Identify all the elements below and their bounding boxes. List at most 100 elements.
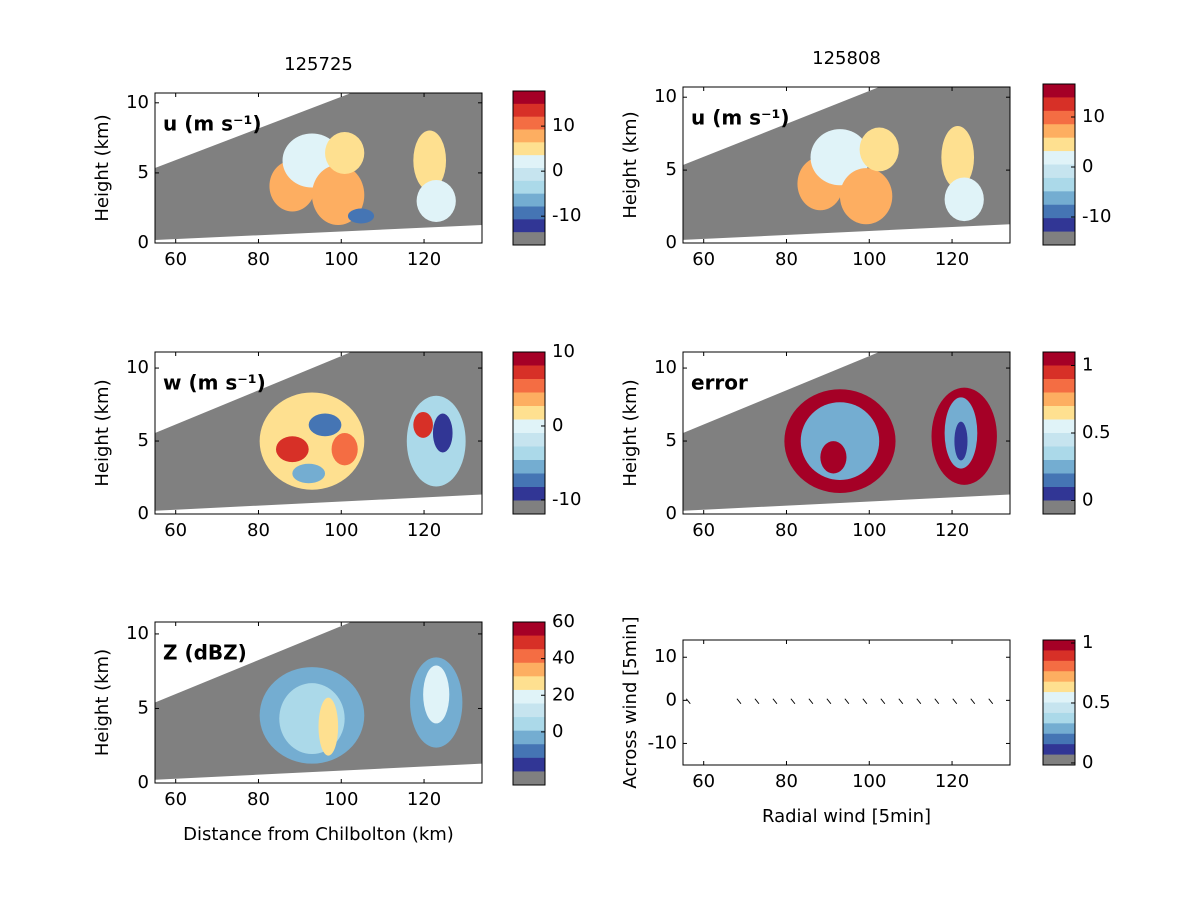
colorbar-band bbox=[513, 689, 545, 704]
colorbar-band bbox=[1043, 406, 1075, 420]
colorbar-band bbox=[1043, 671, 1075, 683]
colorbar-band bbox=[1043, 744, 1075, 756]
echo bbox=[820, 441, 847, 474]
y-tick-label: -10 bbox=[648, 732, 677, 753]
y-tick-label: 10 bbox=[654, 357, 677, 378]
wind-arrow bbox=[898, 698, 904, 705]
y-tick-label: 5 bbox=[666, 159, 677, 180]
wind-arrow bbox=[754, 698, 760, 705]
colorbar-tick-label: 10 bbox=[552, 115, 575, 136]
colorbar-band bbox=[513, 771, 545, 786]
echo bbox=[311, 165, 365, 225]
colorbar-band bbox=[1043, 151, 1075, 165]
colorbar-band bbox=[513, 622, 545, 637]
colorbar-tick-label: 0.5 bbox=[1082, 692, 1111, 713]
x-tick-label: 120 bbox=[407, 520, 441, 541]
colorbar-frame bbox=[512, 90, 546, 246]
x-axis-label: Distance from Chilbolton (km) bbox=[183, 824, 454, 845]
colorbar-band bbox=[513, 419, 545, 434]
colorbar-band bbox=[1043, 723, 1075, 735]
colorbar-band bbox=[513, 193, 545, 207]
colorbar-tick-label: 0 bbox=[552, 160, 563, 181]
colorbar-band bbox=[1043, 84, 1075, 98]
x-tick-label: 120 bbox=[935, 520, 969, 541]
field-label: u (m s⁻¹) bbox=[163, 112, 262, 136]
colorbar-band bbox=[513, 232, 545, 246]
colorbar-band bbox=[513, 717, 545, 732]
x-axis-label: Radial wind [5min] bbox=[762, 806, 931, 827]
wind-arrow bbox=[844, 698, 850, 705]
colorbar-band bbox=[513, 155, 545, 169]
colorbar-band bbox=[513, 473, 545, 488]
colorbar-band bbox=[1043, 177, 1075, 192]
colorbar-band bbox=[513, 91, 545, 105]
colorbar-frame bbox=[512, 351, 546, 515]
y-tick-label: 10 bbox=[126, 357, 149, 378]
colorbar-band bbox=[513, 365, 545, 380]
y-axis-label: Height (km) bbox=[92, 649, 113, 756]
x-tick-label: 100 bbox=[852, 520, 886, 541]
y-tick-label: 5 bbox=[138, 430, 149, 451]
wind-arrow bbox=[988, 698, 994, 705]
field bbox=[685, 698, 994, 705]
colorbar-tick-label: -10 bbox=[552, 489, 581, 510]
echo bbox=[432, 413, 453, 453]
colorbar-frame bbox=[1042, 83, 1076, 246]
echo bbox=[954, 421, 968, 461]
colorbar-tick-label: 20 bbox=[552, 684, 575, 705]
colorbar-band bbox=[513, 180, 545, 195]
y-axis-label: Height (km) bbox=[620, 379, 641, 486]
colorbar-band bbox=[513, 703, 545, 718]
colorbar-band bbox=[1043, 97, 1075, 112]
colorbar-band bbox=[1043, 433, 1075, 447]
x-tick-label: 80 bbox=[247, 789, 270, 810]
colorbar-tick-label: 0 bbox=[1082, 156, 1093, 177]
echo bbox=[941, 126, 975, 189]
colorbar-band bbox=[1043, 110, 1075, 125]
colorbar-band bbox=[1043, 692, 1075, 703]
y-tick-label: 5 bbox=[666, 430, 677, 451]
wind-arrow bbox=[952, 698, 958, 705]
axes-background bbox=[683, 640, 1010, 765]
y-tick-label: 10 bbox=[126, 623, 149, 644]
colorbar-tick-label: 40 bbox=[552, 648, 575, 669]
colorbar-band bbox=[513, 116, 545, 130]
y-tick-label: 0 bbox=[138, 232, 149, 253]
x-tick-label: 60 bbox=[692, 771, 715, 792]
colorbar-band bbox=[1043, 681, 1075, 693]
x-tick-label: 60 bbox=[164, 249, 187, 270]
colorbar-band bbox=[1043, 419, 1075, 434]
x-tick-label: 80 bbox=[247, 520, 270, 541]
colorbar-band bbox=[513, 635, 545, 650]
colorbar-band bbox=[513, 142, 545, 156]
colorbar-tick-label: 1 bbox=[1082, 355, 1093, 376]
echo bbox=[423, 665, 450, 724]
colorbar-band bbox=[1043, 379, 1075, 393]
colorbar-tick-label: 10 bbox=[1082, 106, 1105, 127]
colorbar-band bbox=[513, 392, 545, 407]
y-axis-label: Across wind [5min] bbox=[620, 616, 641, 788]
y-tick-label: 0 bbox=[666, 503, 677, 524]
colorbar-band bbox=[1043, 446, 1075, 461]
panel: 60 80 100 120 0 5 10 error Height (km) 0 0.5 1 bbox=[620, 351, 1111, 541]
field bbox=[683, 87, 1010, 240]
colorbar-band bbox=[1043, 754, 1075, 766]
colorbar-band bbox=[513, 103, 545, 118]
x-tick-label: 120 bbox=[935, 249, 969, 270]
y-tick-label: 0 bbox=[666, 232, 677, 253]
colorbar-band bbox=[513, 487, 545, 501]
colorbar-band bbox=[513, 757, 545, 772]
colorbar-band bbox=[513, 460, 545, 474]
y-tick-label: 0 bbox=[138, 772, 149, 793]
field bbox=[683, 352, 1010, 511]
x-tick-label: 80 bbox=[775, 520, 798, 541]
colorbar-band bbox=[513, 500, 545, 515]
colorbar-band bbox=[1043, 352, 1075, 366]
echo bbox=[800, 402, 880, 480]
field-label: u (m s⁻¹) bbox=[691, 106, 790, 130]
colorbar-band bbox=[513, 676, 545, 691]
x-tick-label: 80 bbox=[247, 249, 270, 270]
